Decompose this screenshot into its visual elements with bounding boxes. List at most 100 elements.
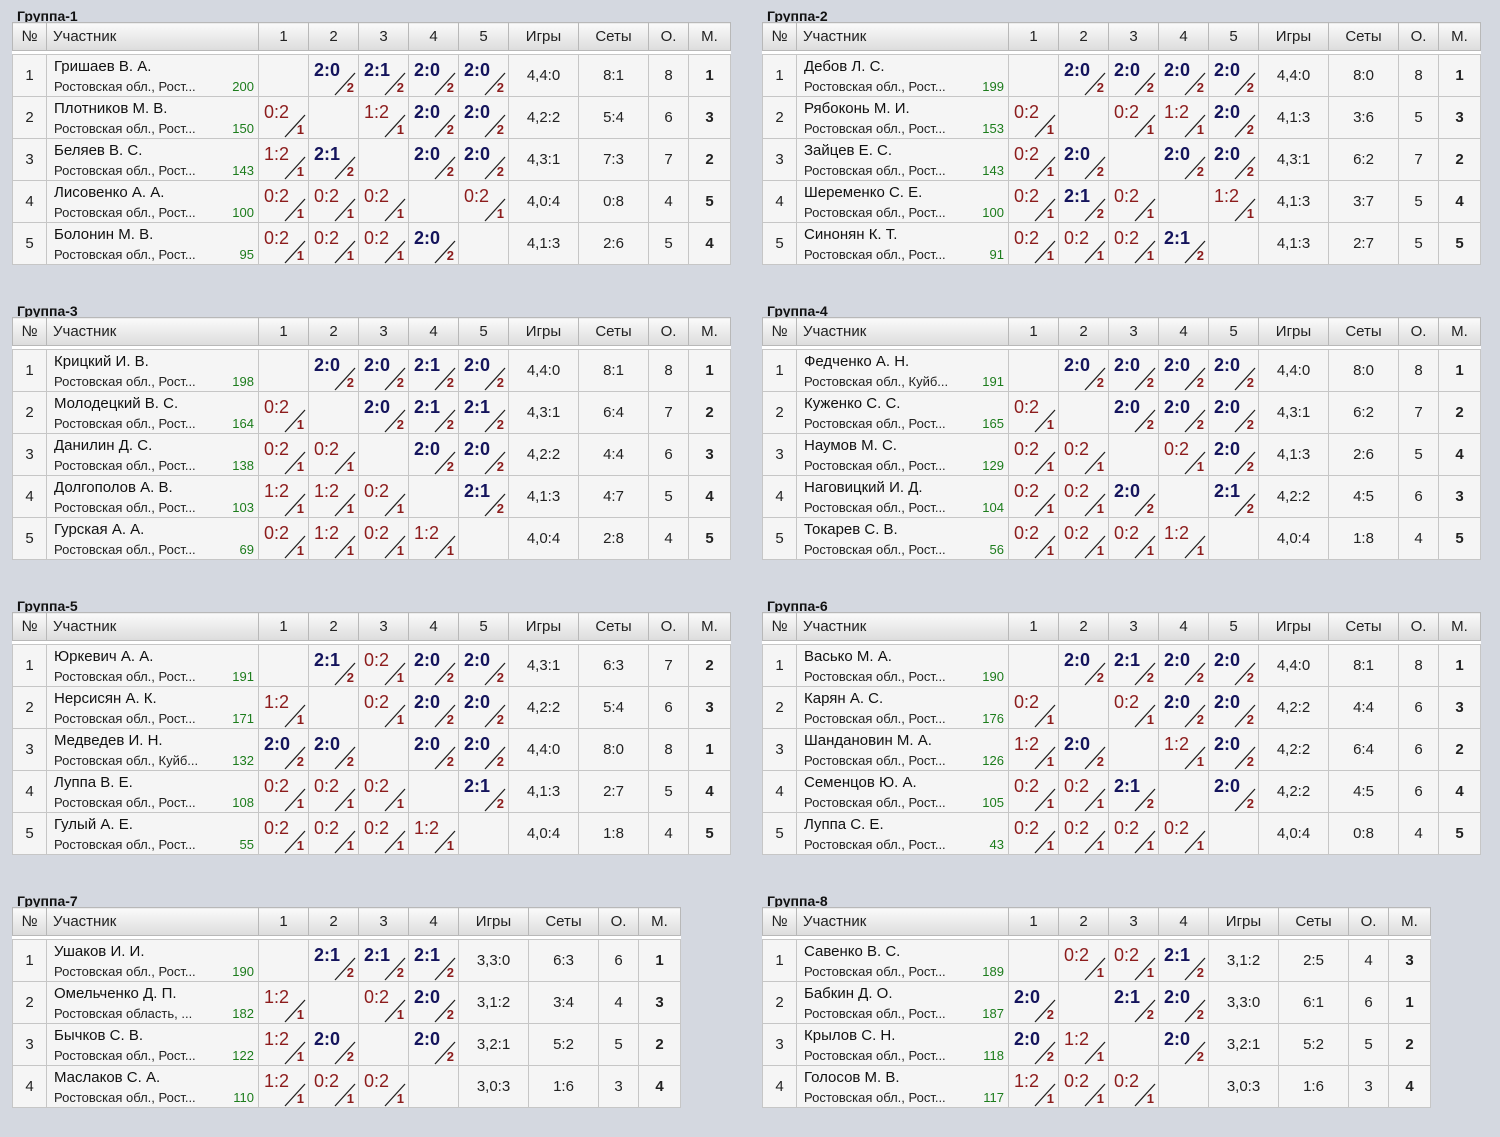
match-score-cell[interactable]: 0:2 1	[1058, 433, 1109, 476]
match-score-cell[interactable]: 0:2 1	[358, 180, 409, 223]
match-score-cell[interactable]: 1:2 1	[308, 475, 359, 518]
participant-cell[interactable]: Гурская А. А. Ростовская обл., Рост... 69	[46, 517, 259, 560]
match-score-cell[interactable]: 2:0 2	[458, 433, 509, 476]
match-score-cell[interactable]: 1:2 1	[408, 517, 459, 560]
match-score-cell[interactable]: 0:2 1	[1008, 222, 1059, 265]
participant-cell[interactable]: Бычков С. В. Ростовская обл., Рост... 122	[46, 1023, 259, 1066]
participant-cell[interactable]: Крицкий И. В. Ростовская обл., Рост... 198	[46, 349, 259, 392]
match-score-cell[interactable]: 1:2 1	[258, 686, 309, 729]
match-score-cell[interactable]: 0:2 1	[258, 391, 309, 434]
match-score-cell[interactable]: 1:2 1	[358, 96, 409, 139]
match-score-cell[interactable]: 0:2 1	[358, 1065, 409, 1108]
match-score-cell[interactable]: 2:0 2	[1108, 475, 1159, 518]
participant-cell[interactable]: Гришаев В. А. Ростовская обл., Рост... 200	[46, 54, 259, 97]
participant-cell[interactable]: Плотников М. В. Ростовская обл., Рост... 1…	[46, 96, 259, 139]
match-score-cell[interactable]: 0:2 1	[1058, 770, 1109, 813]
participant-cell[interactable]: Зайцев Е. С. Ростовская обл., Рост... 143	[796, 138, 1009, 181]
participant-cell[interactable]: Ушаков И. И. Ростовская обл., Рост... 190	[46, 939, 259, 982]
match-score-cell[interactable]: 0:2 1	[1008, 812, 1059, 855]
match-score-cell[interactable]: 0:2 1	[358, 644, 409, 687]
match-score-cell[interactable]: 0:2 1	[1108, 686, 1159, 729]
match-score-cell[interactable]: 1:2 1	[258, 138, 309, 181]
participant-cell[interactable]: Молодецкий В. С. Ростовская обл., Рост...…	[46, 391, 259, 434]
match-score-cell[interactable]: 0:2 1	[1008, 433, 1059, 476]
participant-cell[interactable]: Наумов М. С. Ростовская обл., Рост... 129	[796, 433, 1009, 476]
match-score-cell[interactable]: 2:0 2	[1108, 54, 1159, 97]
participant-cell[interactable]: Куженко С. С. Ростовская обл., Рост... 165	[796, 391, 1009, 434]
match-score-cell[interactable]: 1:2 1	[1008, 728, 1059, 771]
match-score-cell[interactable]: 0:2 1	[1058, 222, 1109, 265]
match-score-cell[interactable]: 0:2 1	[258, 96, 309, 139]
match-score-cell[interactable]: 2:1 2	[458, 770, 509, 813]
match-score-cell[interactable]: 1:2 1	[258, 1023, 309, 1066]
match-score-cell[interactable]: 2:0 2	[1158, 391, 1209, 434]
match-score-cell[interactable]: 2:0 2	[408, 1023, 459, 1066]
match-score-cell[interactable]: 0:2 1	[458, 180, 509, 223]
participant-cell[interactable]: Болонин М. В. Ростовская обл., Рост... 95	[46, 222, 259, 265]
match-score-cell[interactable]: 2:0 2	[1108, 391, 1159, 434]
match-score-cell[interactable]: 2:0 2	[458, 728, 509, 771]
match-score-cell[interactable]: 0:2 1	[258, 517, 309, 560]
match-score-cell[interactable]: 0:2 1	[258, 770, 309, 813]
match-score-cell[interactable]: 2:1 2	[308, 138, 359, 181]
match-score-cell[interactable]: 2:0 2	[1058, 54, 1109, 97]
match-score-cell[interactable]: 0:2 1	[1008, 770, 1059, 813]
match-score-cell[interactable]: 2:0 2	[408, 981, 459, 1024]
match-score-cell[interactable]: 2:0 2	[258, 728, 309, 771]
match-score-cell[interactable]: 0:2 1	[1158, 433, 1209, 476]
match-score-cell[interactable]: 2:1 2	[408, 391, 459, 434]
match-score-cell[interactable]: 2:1 2	[1158, 939, 1209, 982]
match-score-cell[interactable]: 2:0 2	[1008, 981, 1059, 1024]
match-score-cell[interactable]: 1:2 1	[1158, 728, 1209, 771]
participant-cell[interactable]: Токарев С. В. Ростовская обл., Рост... 56	[796, 517, 1009, 560]
match-score-cell[interactable]: 0:2 1	[1008, 475, 1059, 518]
match-score-cell[interactable]: 2:0 2	[308, 728, 359, 771]
match-score-cell[interactable]: 0:2 1	[1008, 517, 1059, 560]
match-score-cell[interactable]: 0:2 1	[308, 222, 359, 265]
match-score-cell[interactable]: 2:0 2	[1058, 138, 1109, 181]
match-score-cell[interactable]: 0:2 1	[358, 475, 409, 518]
match-score-cell[interactable]: 1:2 1	[1208, 180, 1259, 223]
participant-cell[interactable]: Луппа В. Е. Ростовская обл., Рост... 108	[46, 770, 259, 813]
match-score-cell[interactable]: 0:2 1	[358, 770, 409, 813]
match-score-cell[interactable]: 0:2 1	[1008, 138, 1059, 181]
match-score-cell[interactable]: 2:1 2	[458, 391, 509, 434]
participant-cell[interactable]: Луппа С. Е. Ростовская обл., Рост... 43	[796, 812, 1009, 855]
participant-cell[interactable]: Крылов С. Н. Ростовская обл., Рост... 118	[796, 1023, 1009, 1066]
match-score-cell[interactable]: 2:1 2	[1158, 222, 1209, 265]
match-score-cell[interactable]: 2:0 2	[458, 349, 509, 392]
participant-cell[interactable]: Шандановин М. А. Ростовская обл., Рост...…	[796, 728, 1009, 771]
match-score-cell[interactable]: 2:0 2	[1158, 138, 1209, 181]
match-score-cell[interactable]: 2:0 2	[408, 433, 459, 476]
match-score-cell[interactable]: 2:0 2	[408, 728, 459, 771]
participant-cell[interactable]: Синонян К. Т. Ростовская обл., Рост... 91	[796, 222, 1009, 265]
match-score-cell[interactable]: 2:0 2	[458, 138, 509, 181]
match-score-cell[interactable]: 2:0 2	[458, 686, 509, 729]
match-score-cell[interactable]: 2:0 2	[308, 349, 359, 392]
match-score-cell[interactable]: 0:2 1	[1058, 517, 1109, 560]
participant-cell[interactable]: Шеременко С. Е. Ростовская обл., Рост... 1…	[796, 180, 1009, 223]
match-score-cell[interactable]: 0:2 1	[258, 812, 309, 855]
match-score-cell[interactable]: 2:1 2	[358, 54, 409, 97]
match-score-cell[interactable]: 0:2 1	[1058, 475, 1109, 518]
match-score-cell[interactable]: 0:2 1	[308, 812, 359, 855]
participant-cell[interactable]: Долгополов А. В. Ростовская обл., Рост...…	[46, 475, 259, 518]
participant-cell[interactable]: Медведев И. Н. Ростовская обл., Куйб... 13…	[46, 728, 259, 771]
match-score-cell[interactable]: 0:2 1	[1108, 96, 1159, 139]
match-score-cell[interactable]: 0:2 1	[1008, 686, 1059, 729]
match-score-cell[interactable]: 2:0 2	[1208, 644, 1259, 687]
participant-cell[interactable]: Семенцов Ю. А. Ростовская обл., Рост... 10…	[796, 770, 1009, 813]
match-score-cell[interactable]: 2:0 2	[458, 96, 509, 139]
match-score-cell[interactable]: 0:2 1	[308, 1065, 359, 1108]
match-score-cell[interactable]: 0:2 1	[1108, 1065, 1159, 1108]
match-score-cell[interactable]: 0:2 1	[358, 222, 409, 265]
match-score-cell[interactable]: 2:0 2	[1158, 686, 1209, 729]
match-score-cell[interactable]: 2:0 2	[408, 138, 459, 181]
match-score-cell[interactable]: 0:2 1	[258, 180, 309, 223]
match-score-cell[interactable]: 1:2 1	[1158, 517, 1209, 560]
match-score-cell[interactable]: 0:2 1	[1108, 812, 1159, 855]
match-score-cell[interactable]: 2:0 2	[1208, 770, 1259, 813]
match-score-cell[interactable]: 2:0 2	[408, 54, 459, 97]
participant-cell[interactable]: Карян А. С. Ростовская обл., Рост... 176	[796, 686, 1009, 729]
match-score-cell[interactable]: 0:2 1	[358, 981, 409, 1024]
